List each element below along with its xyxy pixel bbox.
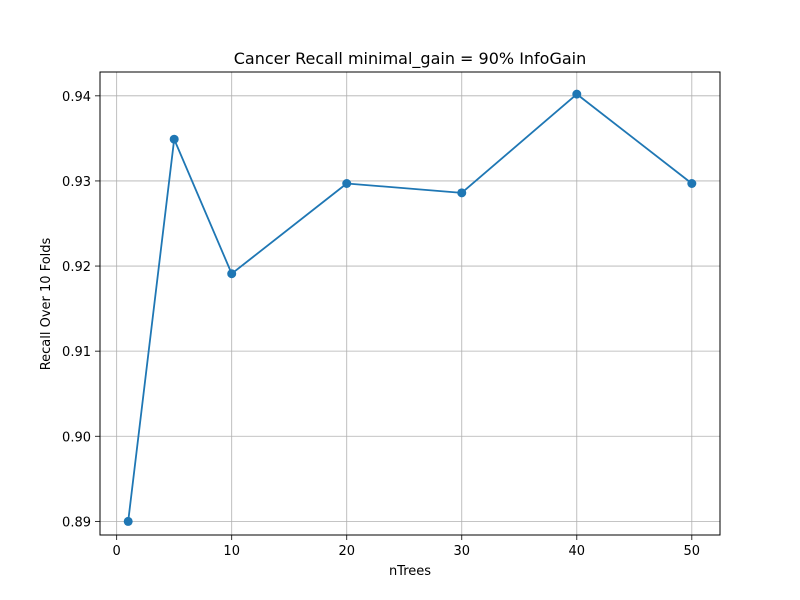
plot-area-frame — [99, 71, 721, 536]
x-tick-label: 20 — [338, 544, 355, 559]
data-point — [687, 178, 697, 188]
data-point — [342, 178, 352, 188]
x-tick-label: 40 — [569, 544, 586, 559]
x-tick-label: 30 — [453, 544, 470, 559]
y-tick-label: 0.89 — [62, 515, 91, 530]
y-tick-label: 0.92 — [62, 260, 91, 275]
y-tick-label: 0.94 — [62, 90, 91, 105]
data-point — [227, 269, 237, 279]
data-point — [123, 516, 133, 526]
x-tick-label: 50 — [684, 544, 701, 559]
grid — [100, 72, 720, 535]
data-point — [457, 188, 467, 198]
series-group — [123, 89, 697, 526]
y-tick-label: 0.90 — [62, 430, 91, 445]
y-tick-label: 0.91 — [62, 345, 91, 360]
data-point — [572, 89, 582, 99]
x-tick-label: 0 — [113, 544, 121, 559]
y-tick-label: 0.93 — [62, 175, 91, 190]
data-point — [169, 134, 179, 144]
axis-ticks: 0 10 20 30 40 50 0.89 0.90 0.91 0.92 0.93 0.94 — [62, 90, 700, 559]
y-axis-label: Recall Over 10 Folds — [39, 237, 54, 370]
chart-title: Cancer Recall minimal_gain = 90% InfoGai… — [234, 49, 587, 69]
x-tick-label: 10 — [223, 544, 240, 559]
x-axis-label: nTrees — [389, 564, 431, 579]
